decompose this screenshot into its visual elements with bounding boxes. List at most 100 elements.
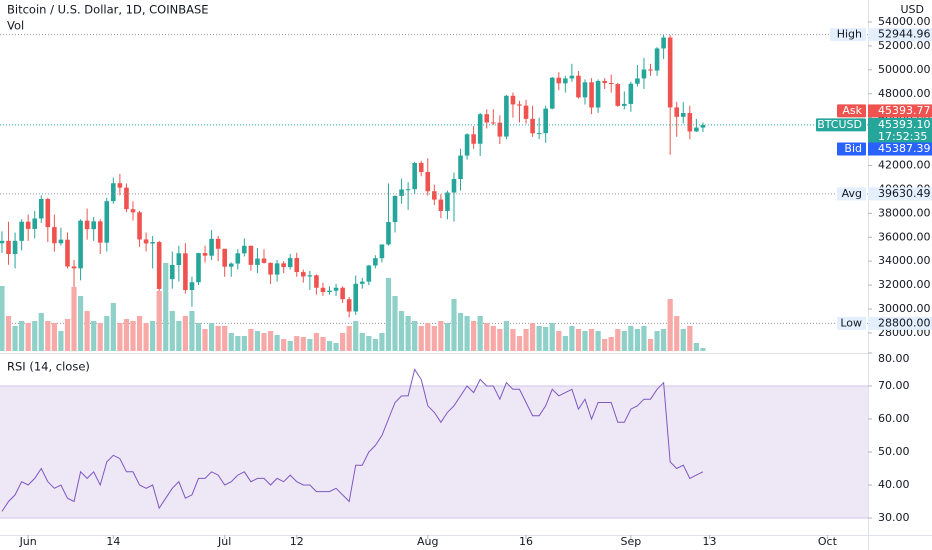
candle-body: [268, 262, 273, 275]
candle-body: [228, 263, 234, 267]
volume-bar: [556, 331, 562, 351]
candle-body: [471, 134, 476, 144]
candle-body: [45, 198, 51, 228]
candle-body: [543, 108, 548, 134]
volume-bar: [398, 311, 405, 351]
volume-bar: [543, 327, 549, 351]
price-badge: [868, 117, 932, 144]
candle-body: [183, 253, 188, 291]
candle-body: [25, 221, 31, 229]
volume-bar: [359, 333, 365, 351]
price-badge-value: 28800.00: [878, 316, 931, 329]
candle-body: [307, 275, 313, 277]
candle-body: [628, 83, 634, 104]
volume-bar: [333, 343, 339, 351]
volume-bar: [156, 291, 162, 351]
candle-body: [694, 127, 699, 132]
candle-body: [261, 258, 267, 263]
volume-bar: [549, 323, 555, 351]
volume-bar: [674, 316, 680, 351]
volume-bar: [687, 326, 693, 351]
candle-body: [445, 192, 450, 211]
volume-bar: [281, 339, 287, 351]
volume-bar: [641, 326, 647, 351]
volume-bar: [5, 316, 12, 351]
volume-bar: [412, 321, 418, 351]
volume-bar: [431, 326, 437, 351]
candle-body: [661, 37, 666, 49]
volume-bar: [562, 336, 568, 351]
volume-bar: [700, 348, 706, 351]
volume-bar: [71, 287, 77, 351]
candle-body: [169, 265, 175, 280]
price-badge-value: 45393.77: [878, 104, 931, 117]
volume-bar: [418, 326, 424, 351]
candle-body: [674, 107, 680, 117]
volume-bar: [123, 319, 130, 351]
name-badge: [837, 187, 866, 201]
candle-body: [432, 191, 437, 200]
volume-bar: [438, 321, 444, 351]
volume-bar: [189, 311, 195, 351]
volume-bar: [477, 316, 483, 351]
candle-body: [143, 239, 149, 244]
y-tick-label: 30.00: [878, 511, 910, 524]
name-badge: [830, 28, 866, 42]
volume-bar: [215, 326, 221, 351]
volume-bar: [654, 331, 660, 351]
volume-bar: [202, 329, 208, 351]
currency-label: USD: [900, 3, 924, 16]
candle-body: [12, 240, 18, 255]
name-badge: [816, 118, 866, 132]
rsi-line: [1, 368, 704, 512]
candle-body: [91, 221, 96, 230]
name-badge-label: Bid: [844, 142, 862, 155]
x-tick-label: 16: [519, 535, 533, 548]
candle-body: [222, 248, 227, 267]
volume-bar: [222, 326, 228, 351]
volume-bar: [628, 326, 634, 351]
volume-bar: [575, 329, 582, 351]
volume-bar: [254, 331, 261, 351]
volume-bar: [195, 323, 202, 351]
volume-bar: [615, 329, 621, 351]
candle-body: [687, 113, 693, 132]
y-tick-label: 38000.00: [878, 206, 931, 219]
y-tick-label: 48000.00: [878, 87, 931, 100]
candle-body: [320, 287, 326, 293]
candle-body: [595, 80, 601, 108]
candle-body: [464, 134, 470, 156]
candle-body: [563, 78, 568, 84]
y-tick-label: 40.00: [878, 478, 910, 491]
volume-bar: [451, 299, 457, 351]
y-tick-label: 30000.00: [878, 302, 931, 315]
candle-body: [490, 122, 496, 124]
volume-bar: [569, 326, 575, 351]
volume-bar: [261, 333, 267, 351]
candle-body: [78, 220, 83, 269]
rsi-band: [0, 386, 868, 518]
candle-body: [32, 218, 38, 229]
volume-bar: [385, 278, 392, 351]
volume-bar: [136, 316, 143, 351]
volume-bar: [602, 339, 608, 351]
volume-bar: [64, 319, 71, 351]
price-badge: [868, 28, 932, 42]
candle-body: [189, 282, 195, 291]
candle-body: [373, 258, 378, 266]
volume-bar: [680, 329, 686, 351]
name-badge-label: Ask: [842, 104, 862, 117]
name-badge: [837, 142, 866, 156]
candle-body: [176, 253, 182, 266]
x-tick-label: 12: [290, 535, 304, 548]
price-badge: [868, 104, 932, 118]
candle-body: [405, 189, 411, 191]
volume-bar: [457, 313, 464, 351]
candle-body: [399, 189, 404, 196]
candle-body: [615, 84, 621, 106]
name-badge-label: High: [837, 28, 862, 41]
candle-body: [150, 242, 155, 244]
volume-bar: [536, 326, 542, 351]
volume-bar: [340, 333, 346, 351]
name-badge-label: Low: [840, 316, 862, 329]
